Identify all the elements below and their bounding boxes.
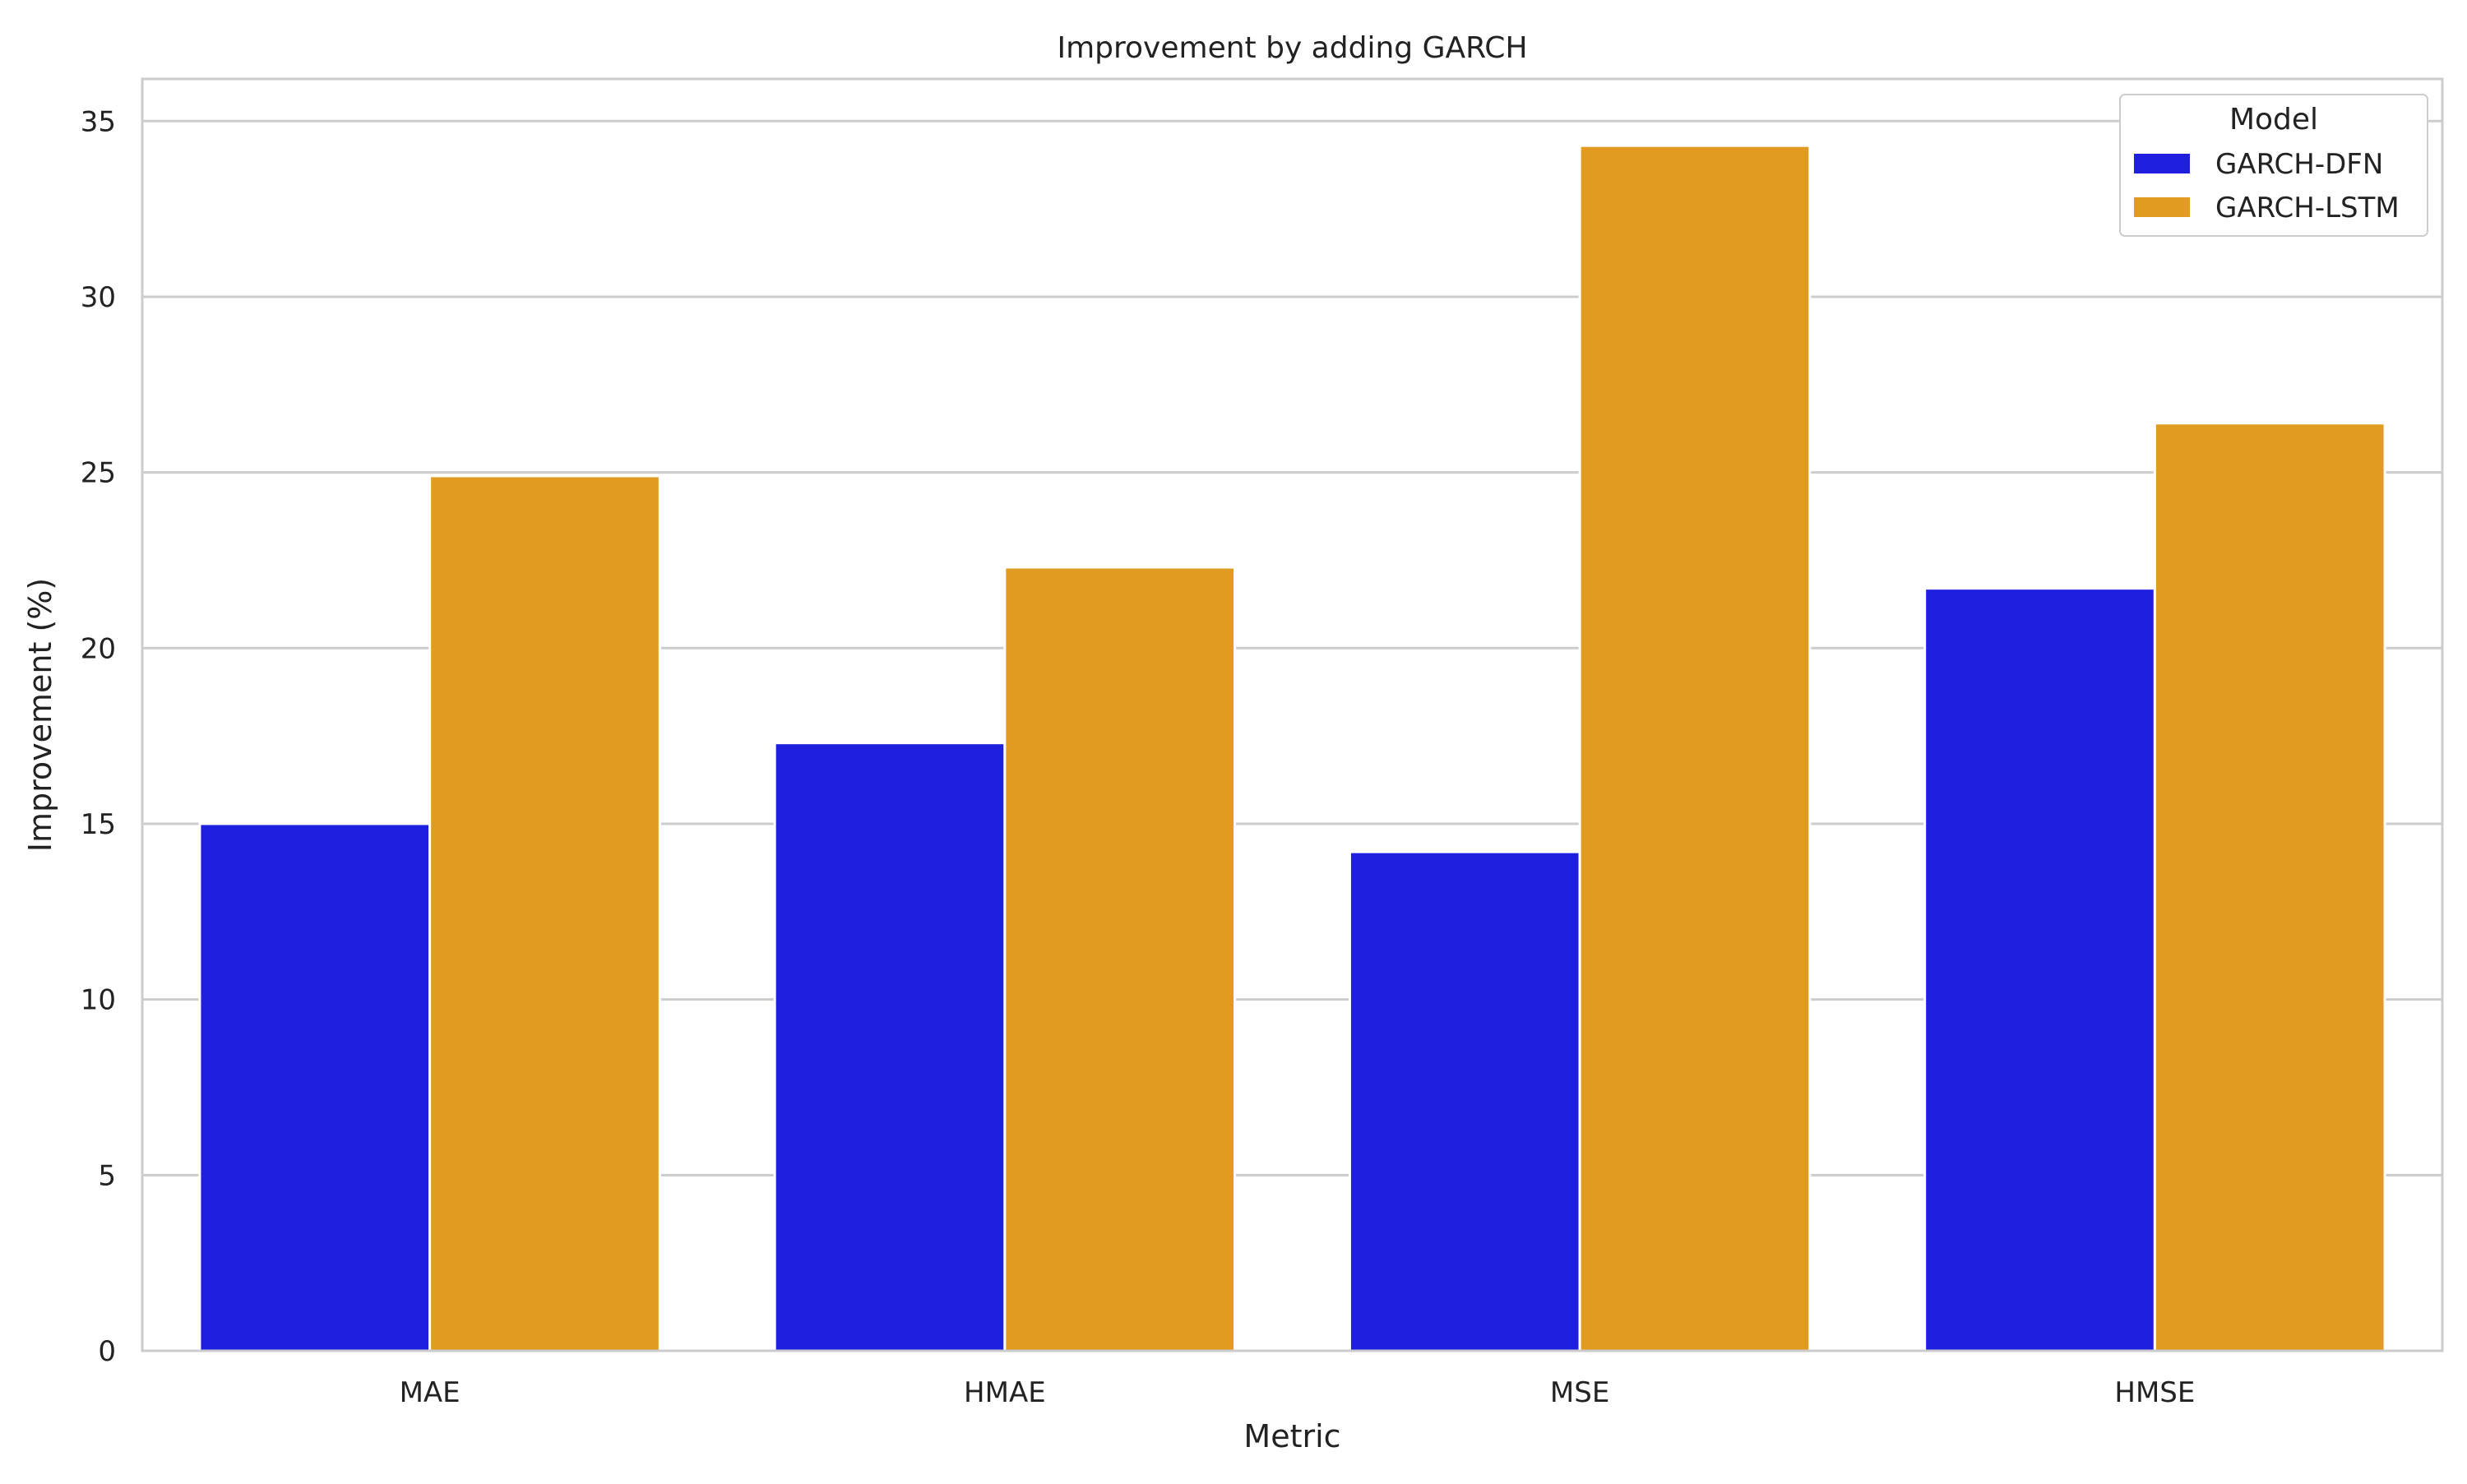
- y-tick-label: 5: [98, 1159, 116, 1192]
- y-tick-label: 20: [81, 632, 116, 665]
- bar-garch-lstm-mse: [1578, 144, 1812, 1352]
- y-tick-label: 30: [81, 281, 116, 314]
- y-tick-label: 15: [81, 808, 116, 841]
- legend: Model GARCH-DFN GARCH-LSTM: [2119, 94, 2428, 237]
- bar-garch-dfn-mse: [1348, 850, 1581, 1352]
- y-axis-label: Improvement (%): [22, 578, 58, 852]
- x-axis-label: Metric: [1243, 1418, 1340, 1454]
- legend-swatch: [2134, 197, 2190, 217]
- legend-label: GARCH-LSTM: [2215, 192, 2400, 224]
- legend-items: GARCH-DFN GARCH-LSTM: [2134, 148, 2400, 224]
- legend-label: GARCH-DFN: [2215, 148, 2383, 181]
- x-tick-label: HMSE: [2114, 1376, 2195, 1409]
- y-tick-label: 35: [81, 105, 116, 138]
- x-tick-label: HMAE: [964, 1376, 1046, 1409]
- bars: [198, 144, 2386, 1352]
- x-tick-labels: MAE HMAE MSE HMSE: [400, 1376, 2196, 1409]
- legend-box: [2119, 94, 2428, 237]
- legend-title: Model: [2229, 103, 2318, 136]
- bar-garch-lstm-hmae: [1003, 566, 1237, 1352]
- bar-garch-lstm-mae: [428, 474, 661, 1352]
- bar-garch-lstm-hmse: [2153, 422, 2386, 1352]
- y-tick-label: 0: [98, 1335, 116, 1368]
- chart-title: Improvement by adding GARCH: [1057, 31, 1527, 65]
- bar-garch-dfn-hmse: [1923, 587, 2156, 1352]
- x-tick-label: MSE: [1550, 1376, 1609, 1409]
- bar-garch-dfn-mae: [198, 822, 432, 1352]
- y-tick-labels: 0 5 10 15 20 25 30 35: [81, 105, 116, 1368]
- y-tick-label: 10: [81, 984, 116, 1017]
- legend-swatch: [2134, 154, 2190, 173]
- plot-frame: [141, 77, 2444, 1352]
- y-tick-label: 25: [81, 457, 116, 490]
- x-tick-label: MAE: [400, 1376, 461, 1409]
- bar-garch-dfn-hmae: [773, 742, 1007, 1352]
